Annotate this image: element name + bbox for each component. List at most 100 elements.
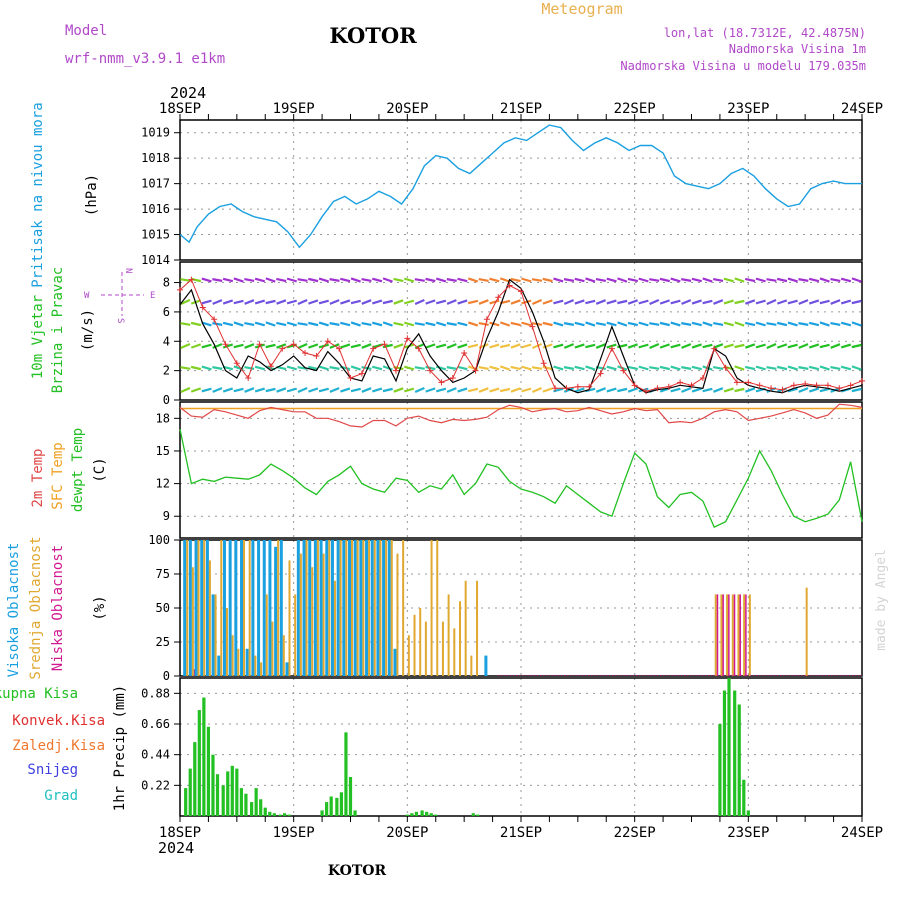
wind-barb bbox=[627, 321, 639, 327]
wind-barb bbox=[499, 321, 511, 327]
wind-barb bbox=[830, 365, 841, 371]
plot-area: 1014 1015 1016 1017 1018 1019 0 2 4 6 8 9 12 15 18 0 25 5… bbox=[141, 101, 883, 841]
date-tick-bottom: 21SEP bbox=[500, 825, 542, 841]
wind-barb bbox=[180, 322, 191, 326]
cloud-mid-bar bbox=[345, 540, 348, 676]
precip-bar bbox=[263, 807, 267, 816]
wind-gust-point bbox=[449, 374, 456, 381]
wind-barb bbox=[435, 299, 447, 305]
precip-bar bbox=[434, 814, 438, 816]
wind-barb bbox=[510, 299, 521, 305]
wind-barb bbox=[702, 321, 713, 327]
ytick-label: 1016 bbox=[141, 202, 170, 216]
wind-barb bbox=[340, 277, 351, 283]
precip-bar bbox=[197, 710, 201, 816]
wind-barb bbox=[329, 322, 340, 326]
precip-bar bbox=[235, 768, 239, 816]
precip-bar bbox=[471, 813, 475, 816]
wind-gust-point bbox=[722, 364, 729, 371]
wind-barb bbox=[393, 299, 404, 305]
wind-barb bbox=[382, 277, 393, 283]
wind-barb bbox=[627, 387, 638, 393]
wind-barb bbox=[403, 365, 415, 371]
cloud-mid-bar bbox=[407, 635, 410, 676]
wind-barb bbox=[297, 278, 308, 282]
wind-barb bbox=[819, 365, 830, 371]
cloud-mid-bar bbox=[237, 648, 240, 676]
wind-barb bbox=[510, 365, 521, 371]
ytick-label: 15 bbox=[156, 444, 170, 458]
wind-barb bbox=[563, 299, 575, 305]
precip-bar bbox=[335, 797, 339, 816]
ytick-label: 1014 bbox=[141, 253, 170, 267]
precip-bar bbox=[250, 802, 254, 816]
wind-barb bbox=[702, 365, 713, 371]
cloud-mid-bar bbox=[720, 594, 723, 676]
cloud-high-bar bbox=[336, 540, 340, 676]
product-title: Meteogram bbox=[541, 0, 622, 18]
cloud-mid-bar bbox=[402, 540, 405, 676]
precip-bar bbox=[476, 814, 480, 816]
wind-barb bbox=[713, 387, 724, 393]
wind-gust-point bbox=[256, 341, 263, 348]
wind-barb bbox=[787, 321, 798, 327]
wind-barb bbox=[638, 277, 649, 283]
wind-barb bbox=[638, 343, 649, 349]
wind-barb bbox=[617, 299, 628, 305]
precip-bar bbox=[230, 765, 234, 816]
cloud-high-bar bbox=[342, 540, 346, 676]
cloud-mid-bar bbox=[373, 540, 376, 676]
wind-barb bbox=[840, 321, 852, 327]
wind-barb bbox=[851, 321, 862, 327]
wind-barb bbox=[382, 365, 393, 371]
wind-barb bbox=[830, 343, 841, 349]
wind-gust-point bbox=[472, 367, 479, 374]
wind-barb bbox=[340, 299, 351, 305]
date-tick-top: 22SEP bbox=[614, 101, 656, 117]
wind-gust-point bbox=[358, 370, 365, 377]
wind-barb bbox=[265, 321, 276, 327]
compass-south: S bbox=[115, 318, 125, 323]
wind-barb bbox=[425, 387, 436, 393]
cloud-high-bar bbox=[211, 594, 215, 676]
wind-gust-point bbox=[654, 385, 661, 392]
cloud-low-bar bbox=[728, 594, 730, 676]
wind-barb bbox=[713, 277, 724, 283]
wind-barb bbox=[521, 387, 532, 393]
wind-barb bbox=[819, 321, 830, 327]
wind-barb bbox=[585, 365, 596, 371]
wind-ylabel-2: Brzina i Pravac bbox=[50, 267, 66, 393]
wind-barb bbox=[372, 387, 383, 393]
wind-barb bbox=[201, 277, 212, 283]
wind-barb bbox=[446, 299, 457, 305]
wind-barb bbox=[776, 299, 788, 305]
precip-bar bbox=[420, 810, 424, 816]
wind-barb bbox=[542, 365, 553, 371]
wind-barb bbox=[244, 365, 255, 371]
wind-barb bbox=[617, 343, 628, 349]
lonlat-text: lon,lat (18.7312E, 42.4875N) bbox=[664, 26, 866, 40]
wind-barb bbox=[446, 387, 457, 393]
wind-barb bbox=[574, 321, 585, 327]
precip-bar bbox=[268, 811, 272, 816]
wind-barb bbox=[180, 278, 191, 282]
date-tick-bottom: 18SEP bbox=[159, 825, 201, 841]
wind-barb bbox=[457, 299, 468, 305]
cloud-mid-bar bbox=[265, 594, 268, 676]
wind-barb bbox=[393, 321, 404, 327]
cloud-high-bar bbox=[188, 540, 192, 676]
wind-barb bbox=[659, 321, 670, 327]
cloud-high-bar bbox=[228, 540, 232, 676]
wind-barb bbox=[670, 299, 681, 305]
wind-gust-point bbox=[518, 288, 524, 295]
wind-barb bbox=[776, 365, 788, 371]
wind-barb bbox=[212, 299, 223, 305]
wind-barb bbox=[649, 343, 660, 349]
cloud-mid-bar bbox=[748, 594, 751, 676]
wind-barb bbox=[318, 387, 329, 393]
wind-barb bbox=[606, 365, 617, 371]
ytick-label: 1017 bbox=[141, 177, 170, 191]
wind-barb bbox=[755, 299, 766, 305]
wind-barb bbox=[723, 387, 734, 393]
wind-barb bbox=[414, 322, 425, 326]
